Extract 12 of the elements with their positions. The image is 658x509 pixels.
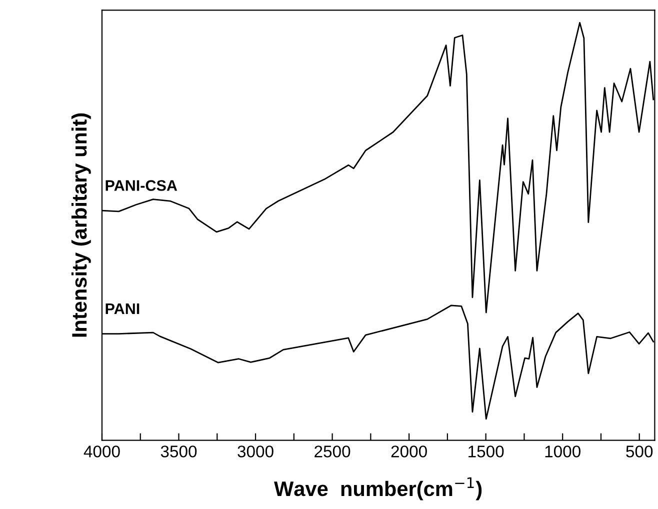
series-label: PANI-CSA [106,180,178,191]
x-tick-label: 2500 [314,446,350,458]
x-tick-label: 500 [626,446,653,458]
x-tick-label: 1500 [468,446,504,458]
x-tick-label: 1000 [545,446,580,458]
x-tick-label: 4000 [84,446,120,458]
series-label: PANI [106,303,140,314]
x-axis-title: Wave number(cm$^{−1}$) [274,477,482,500]
x-tick-label: 2000 [391,446,427,458]
x-tick-label: 3000 [238,446,274,458]
y-axis-title: Intensity (arbitary unit) [71,113,91,337]
x-tick-label: 3500 [160,446,197,458]
